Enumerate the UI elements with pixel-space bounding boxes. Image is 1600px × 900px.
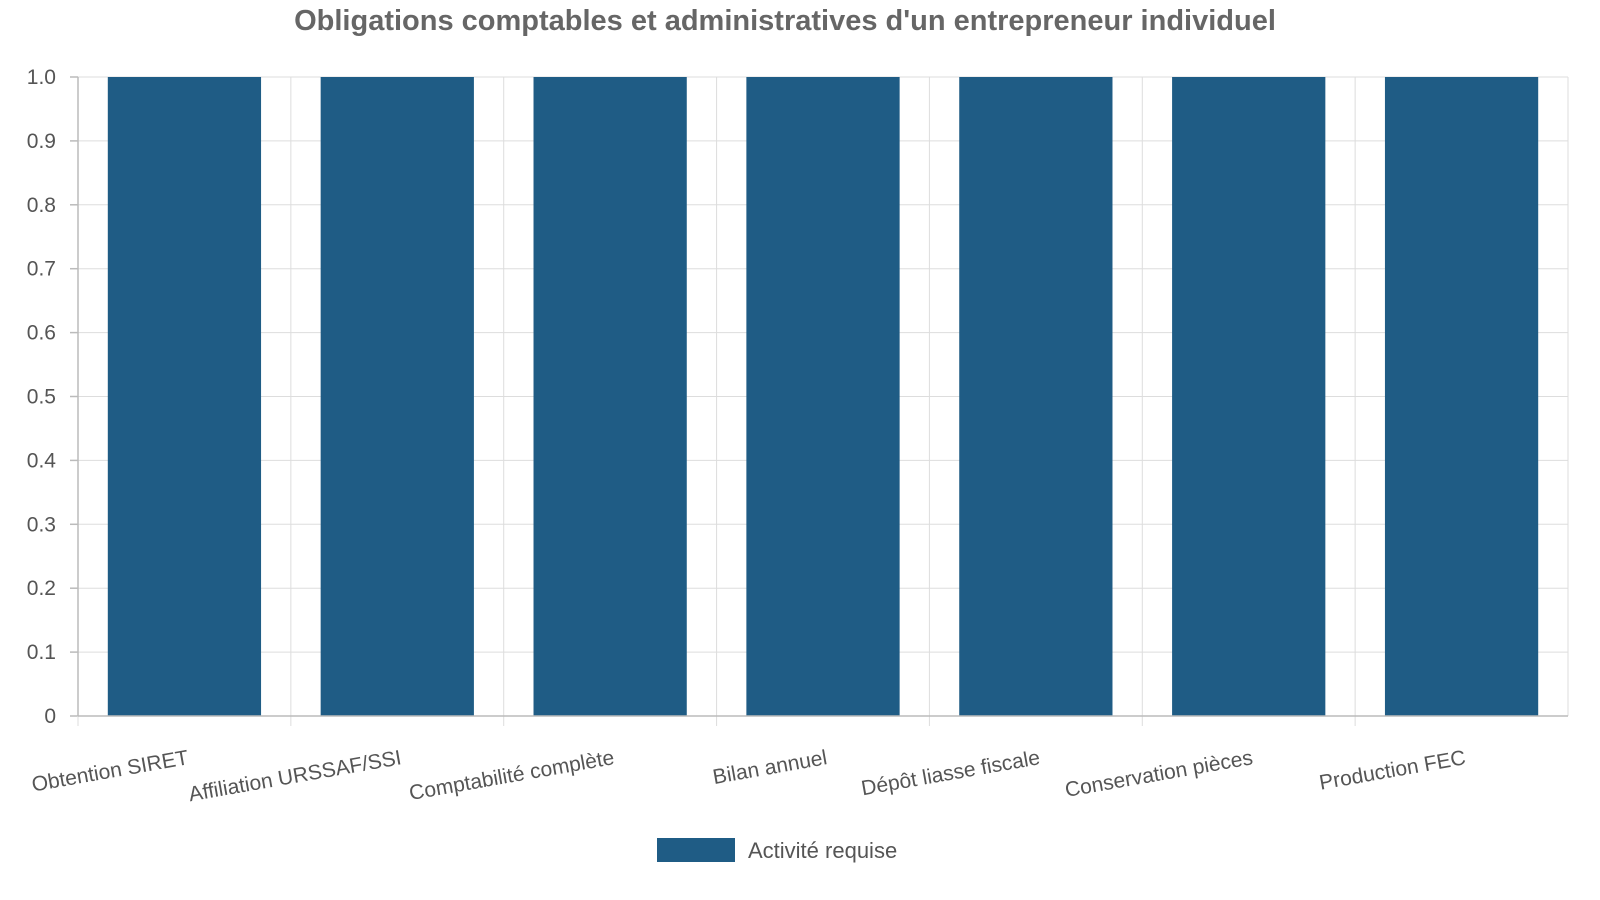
- x-tick-label: Dépôt liasse fiscale: [860, 746, 1042, 800]
- y-tick-label: 1.0: [27, 66, 56, 89]
- y-tick-label: 0.8: [27, 194, 56, 217]
- legend[interactable]: Activité requise: [657, 838, 897, 863]
- legend-label[interactable]: Activité requise: [748, 838, 897, 863]
- bar[interactable]: [320, 77, 474, 716]
- bar[interactable]: [1172, 77, 1326, 716]
- bar[interactable]: [959, 77, 1113, 716]
- bars: [107, 77, 1539, 716]
- y-tick-label: 0.3: [27, 513, 56, 536]
- x-tick-label: Affiliation URSSAF/SSI: [187, 746, 403, 806]
- x-tick-label: Bilan annuel: [711, 746, 829, 789]
- bar[interactable]: [746, 77, 900, 716]
- x-tick-label: Production FEC: [1317, 746, 1467, 794]
- axes: [77, 77, 1568, 717]
- bar[interactable]: [1384, 77, 1539, 716]
- y-tick-label: 0.1: [27, 641, 56, 664]
- y-tick-label: 0.9: [27, 130, 56, 153]
- y-tick-label: 0.4: [27, 449, 57, 472]
- chart-title: Obligations comptables et administrative…: [294, 5, 1276, 37]
- legend-swatch[interactable]: [657, 838, 735, 862]
- y-tick-label: 0.2: [27, 577, 56, 600]
- bar[interactable]: [533, 77, 687, 716]
- y-tick-label: 0.7: [27, 258, 56, 281]
- x-tick-label: Obtention SIRET: [30, 746, 190, 796]
- x-tick-label: Comptabilité complète: [407, 746, 616, 805]
- y-axis-ticks: 0 0.1 0.2 0.3 0.4 0.5 0.6 0.7 0.8 0.9 1.0: [27, 66, 57, 728]
- y-tick-label: 0.5: [27, 386, 56, 409]
- x-tick-label: Conservation pièces: [1063, 746, 1254, 802]
- y-tick-label: 0: [44, 705, 56, 728]
- y-tick-label: 0.6: [27, 322, 56, 345]
- bar[interactable]: [107, 77, 262, 716]
